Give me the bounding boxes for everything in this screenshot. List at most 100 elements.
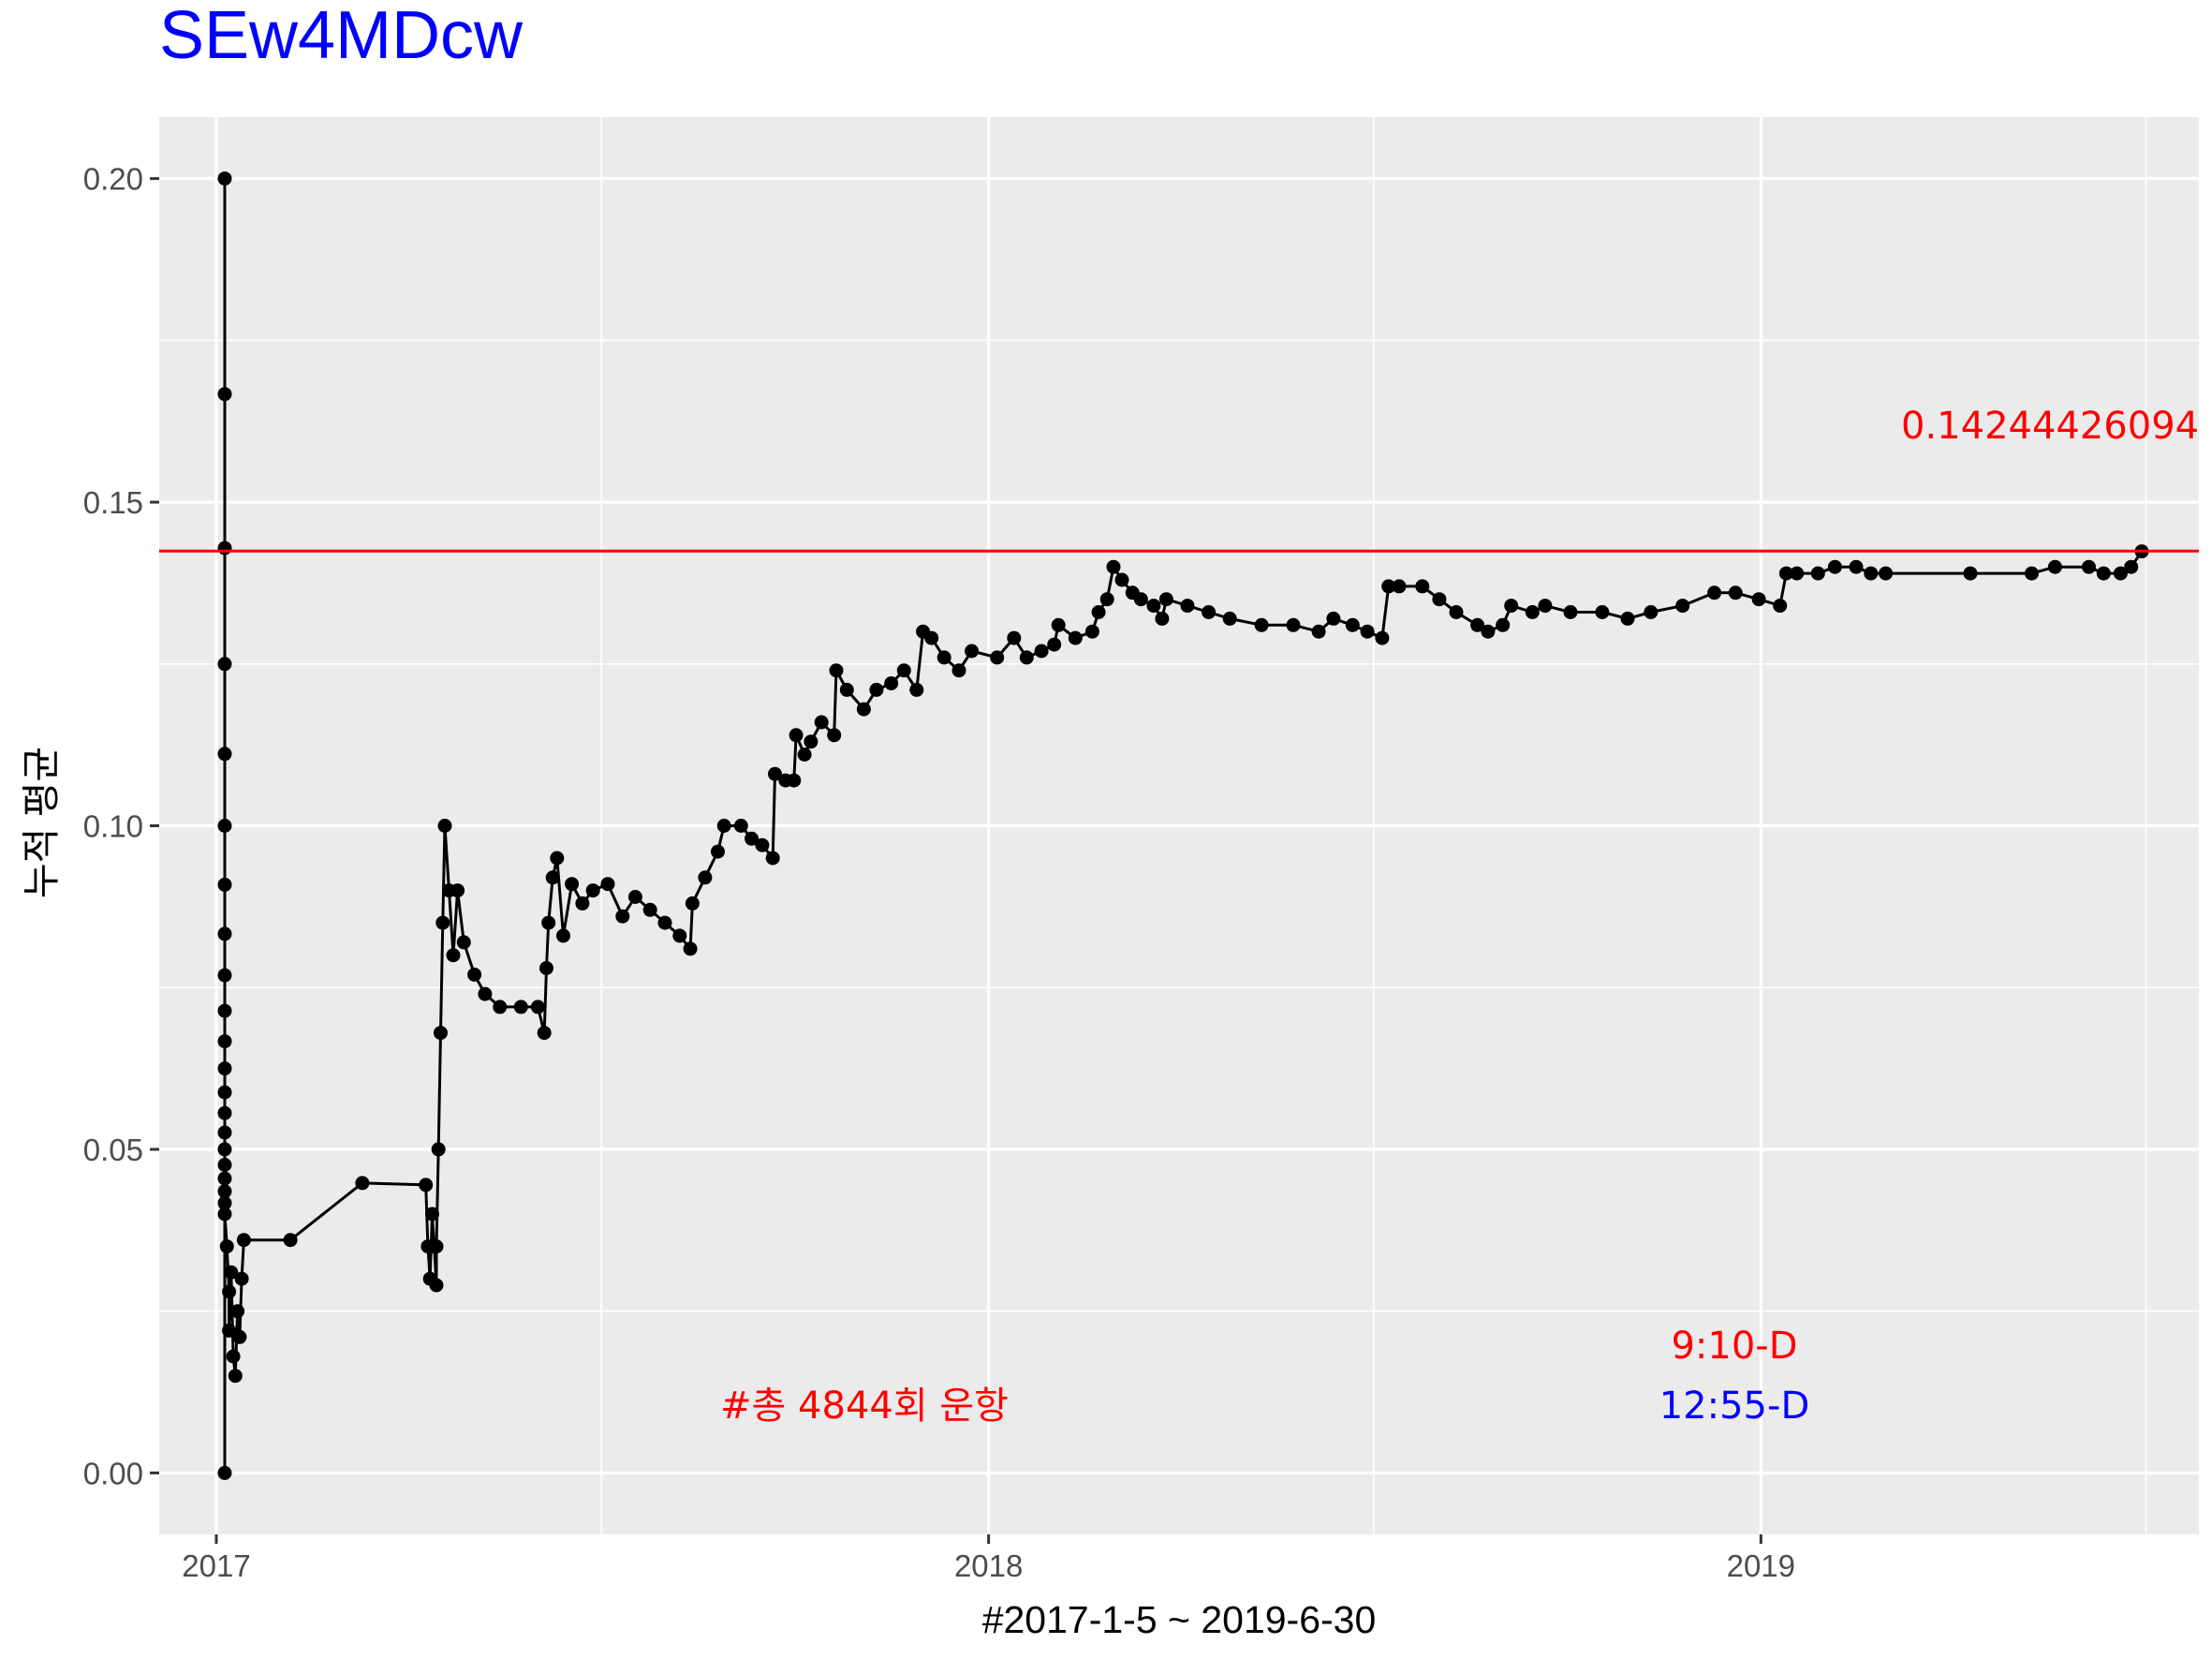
data-point — [1620, 611, 1635, 626]
x-tick-label: 2017 — [182, 1548, 250, 1583]
data-point — [1644, 605, 1659, 619]
data-point — [539, 961, 553, 975]
data-point — [2047, 559, 2062, 574]
data-point — [896, 663, 911, 678]
data-point — [627, 890, 642, 904]
data-point — [2025, 566, 2039, 581]
reference-line-value-label: 0.14244426094 — [1901, 405, 2199, 448]
data-point — [804, 734, 818, 749]
data-point — [909, 682, 924, 697]
data-point — [965, 644, 980, 659]
data-point — [217, 877, 232, 892]
data-point — [827, 728, 842, 743]
data-point — [1106, 559, 1121, 574]
data-point — [2082, 559, 2096, 574]
annotation-total-flights: #총 4844회 운항 — [720, 1385, 1009, 1428]
x-tick-label: 2019 — [1727, 1548, 1795, 1583]
y-axis-title: 누적 평균 — [20, 747, 63, 898]
data-point — [217, 968, 232, 983]
data-point — [222, 1284, 237, 1299]
y-axis: 0.00 0.05 0.10 0.15 0.20 — [83, 162, 159, 1490]
data-point — [1019, 650, 1034, 665]
data-point — [217, 1003, 232, 1018]
data-point — [217, 1184, 232, 1199]
data-point — [585, 883, 600, 898]
data-point — [429, 1278, 444, 1293]
data-point — [716, 819, 731, 833]
data-point — [1051, 617, 1066, 632]
data-point — [1707, 585, 1722, 600]
data-point — [1790, 566, 1805, 581]
data-point — [814, 715, 829, 730]
data-point — [1034, 644, 1049, 659]
data-point — [217, 541, 232, 555]
data-point — [1254, 617, 1269, 632]
data-point — [541, 915, 556, 930]
data-point — [797, 748, 812, 762]
data-point — [1099, 592, 1114, 607]
data-point — [1375, 630, 1390, 645]
data-point — [642, 902, 657, 917]
data-point — [1504, 599, 1519, 614]
data-point — [437, 819, 452, 833]
data-point — [550, 851, 565, 866]
data-point — [745, 831, 759, 846]
data-point — [1180, 599, 1195, 614]
annotation-departure-time-1: 9:10-D — [1671, 1325, 1797, 1368]
data-point — [217, 657, 232, 672]
data-point — [217, 1125, 232, 1140]
data-point — [1963, 566, 1978, 581]
data-point — [217, 1465, 232, 1480]
data-point — [600, 877, 615, 892]
data-point — [236, 1233, 251, 1248]
data-point — [1158, 592, 1173, 607]
data-point — [2113, 566, 2128, 581]
data-point — [615, 909, 630, 924]
data-point — [1326, 611, 1341, 626]
data-point — [1286, 617, 1301, 632]
data-point — [856, 702, 871, 717]
data-point — [228, 1369, 243, 1384]
data-point — [217, 1085, 232, 1100]
data-point — [429, 1239, 444, 1254]
data-point — [1007, 630, 1022, 645]
data-point — [530, 1000, 545, 1015]
data-point — [217, 387, 232, 402]
data-point — [355, 1176, 370, 1191]
data-point — [1728, 585, 1743, 600]
data-point — [698, 870, 713, 885]
data-point — [1525, 605, 1540, 619]
data-point — [1879, 566, 1894, 581]
data-point — [217, 1171, 232, 1186]
data-point — [217, 1061, 232, 1076]
data-point — [755, 837, 770, 852]
data-point — [1675, 599, 1690, 614]
data-point — [1345, 617, 1360, 632]
data-point — [556, 928, 570, 943]
data-point — [1449, 605, 1464, 619]
data-point — [513, 1000, 528, 1015]
data-point — [869, 682, 884, 697]
data-point — [657, 915, 672, 930]
x-axis-title: #2017-1-5 ~ 2019-6-30 — [982, 1598, 1377, 1641]
data-point — [672, 928, 687, 943]
data-point — [217, 1142, 232, 1157]
data-point — [545, 870, 560, 885]
data-point — [217, 1195, 232, 1210]
data-point — [1595, 605, 1610, 619]
data-point — [1133, 592, 1148, 607]
data-point — [1751, 592, 1766, 607]
data-point — [419, 1178, 434, 1192]
data-point — [936, 650, 951, 665]
data-point — [217, 1034, 232, 1049]
data-point — [1222, 611, 1237, 626]
data-point — [1538, 599, 1553, 614]
y-tick-label: 0.10 — [83, 809, 143, 844]
data-point — [1864, 566, 1879, 581]
data-point — [217, 926, 232, 941]
data-point — [1068, 630, 1083, 645]
data-point — [951, 663, 966, 678]
data-point — [431, 1142, 446, 1157]
data-point — [565, 877, 580, 892]
data-point — [219, 1239, 234, 1254]
